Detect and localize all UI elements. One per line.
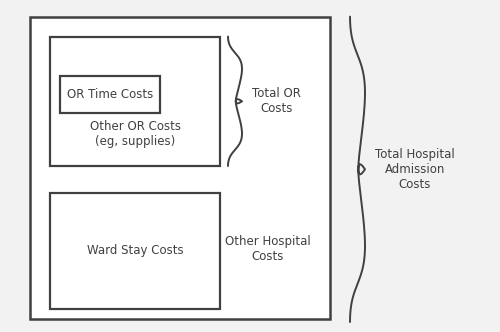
FancyBboxPatch shape [60,76,160,113]
Text: Other OR Costs
(eg, supplies): Other OR Costs (eg, supplies) [90,121,180,148]
Text: Other Hospital
Costs: Other Hospital Costs [224,235,310,263]
FancyBboxPatch shape [30,17,330,319]
Text: Total Hospital
Admission
Costs: Total Hospital Admission Costs [375,148,455,191]
FancyBboxPatch shape [50,37,220,166]
Text: OR Time Costs: OR Time Costs [67,88,153,101]
Text: Total OR
Costs: Total OR Costs [252,87,302,115]
Text: Ward Stay Costs: Ward Stay Costs [86,244,184,257]
FancyBboxPatch shape [50,193,220,309]
